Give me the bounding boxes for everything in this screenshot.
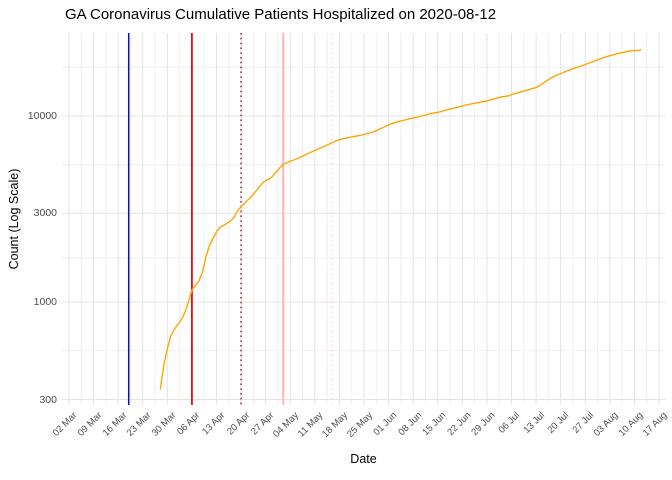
cumulative-patients-hospitalized-line <box>159 48 642 390</box>
y-tick-label: 300 <box>39 393 57 406</box>
y-tick-label: 1000 <box>33 296 57 309</box>
y-axis-title: Count (Log Scale) <box>7 168 21 270</box>
y-tick-label: 3000 <box>33 207 57 220</box>
x-axis-title: Date <box>350 452 377 466</box>
chart-title: GA Coronavirus Cumulative Patients Hospi… <box>65 6 497 23</box>
y-tick-label: 10000 <box>27 109 57 122</box>
